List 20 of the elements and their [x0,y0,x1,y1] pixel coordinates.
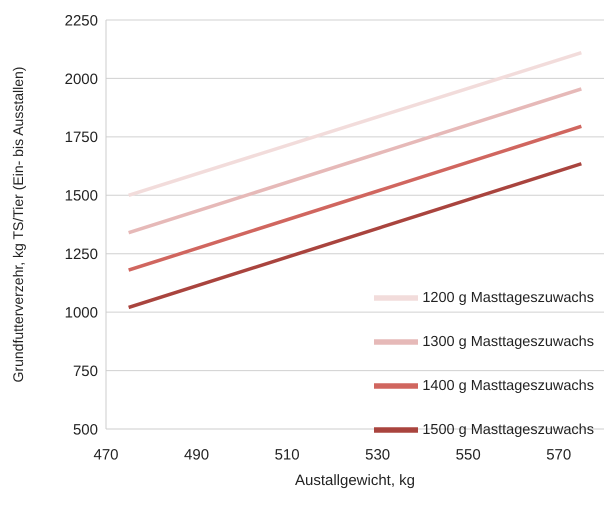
legend-label: 1400 g Masttageszuwachs [422,378,594,394]
y-tick-label: 500 [72,421,98,438]
y-tick-label: 750 [72,362,98,380]
legend-label: 1500 g Masttageszuwachs [422,422,594,438]
y-tick-label: 1500 [64,188,98,205]
y-tick-label: 1000 [64,304,98,322]
x-tick-label: 470 [93,446,119,464]
x-tick-label: 490 [184,446,210,464]
y-tick-label: 1750 [64,129,98,146]
y-tick-label: 2000 [64,70,98,88]
x-tick-label: 510 [274,446,300,464]
y-tick-label: 1250 [64,246,98,264]
legend-label: 1200 g Masttageszuwachs [422,290,594,306]
x-tick-label: 530 [365,446,390,464]
x-tick-label: 550 [456,446,481,464]
legend-label: 1300 g Masttageszuwachs [422,334,594,350]
x-axis-title: Austallgewicht, kg [294,472,416,489]
x-tick-label: 570 [546,446,572,464]
y-tick-label: 2250 [64,12,98,30]
y-axis-title: Grundfutterverzehr, kg TS/Tier (Ein- bis Ausstallen) [10,66,26,382]
